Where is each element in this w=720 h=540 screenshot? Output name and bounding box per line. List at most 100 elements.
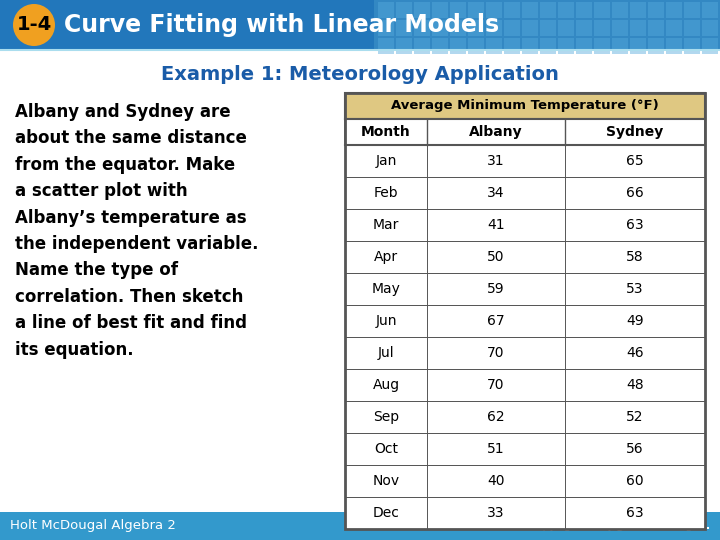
Bar xyxy=(684,2,700,18)
Bar xyxy=(612,20,628,36)
Bar xyxy=(666,2,682,18)
Text: May: May xyxy=(372,282,400,296)
Text: 70: 70 xyxy=(487,378,505,392)
Bar xyxy=(432,38,448,54)
Bar xyxy=(468,2,484,18)
Bar xyxy=(345,209,705,241)
Text: Feb: Feb xyxy=(374,186,398,200)
Bar xyxy=(594,38,610,54)
Bar xyxy=(576,38,592,54)
Bar xyxy=(396,20,412,36)
Bar xyxy=(345,145,705,177)
Bar xyxy=(486,2,502,18)
Bar xyxy=(504,2,520,18)
Bar xyxy=(345,241,705,273)
Text: 62: 62 xyxy=(487,410,505,424)
Bar xyxy=(612,38,628,54)
Bar xyxy=(345,93,705,529)
Bar xyxy=(414,20,430,36)
Text: Albany: Albany xyxy=(469,125,523,139)
Bar xyxy=(702,20,718,36)
Bar xyxy=(378,38,394,54)
Bar xyxy=(450,38,466,54)
Bar xyxy=(576,2,592,18)
Bar xyxy=(374,0,720,50)
Bar xyxy=(432,2,448,18)
Text: 65: 65 xyxy=(626,154,644,168)
Text: Example 1: Meteorology Application: Example 1: Meteorology Application xyxy=(161,65,559,84)
Bar xyxy=(486,20,502,36)
Bar xyxy=(522,38,538,54)
Text: Copyright © by Holt Mc Dougal.: Copyright © by Holt Mc Dougal. xyxy=(528,521,710,531)
Bar xyxy=(612,2,628,18)
Text: 63: 63 xyxy=(626,218,644,232)
Bar xyxy=(540,20,556,36)
Bar xyxy=(345,369,705,401)
Text: 66: 66 xyxy=(626,186,644,200)
Text: 59: 59 xyxy=(487,282,505,296)
Bar xyxy=(0,0,720,50)
Circle shape xyxy=(13,4,55,46)
Text: 48: 48 xyxy=(626,378,644,392)
Bar xyxy=(378,20,394,36)
Text: Albany and Sydney are
about the same distance
from the equator. Make
a scatter p: Albany and Sydney are about the same dis… xyxy=(15,103,258,359)
Text: 1-4: 1-4 xyxy=(17,16,52,35)
Bar xyxy=(345,433,705,465)
Bar xyxy=(450,20,466,36)
Bar xyxy=(684,38,700,54)
Bar xyxy=(345,497,705,529)
Bar xyxy=(630,38,646,54)
Bar xyxy=(648,20,664,36)
Text: 53: 53 xyxy=(626,282,644,296)
Text: 34: 34 xyxy=(487,186,505,200)
Bar xyxy=(558,20,574,36)
Bar xyxy=(630,2,646,18)
Bar xyxy=(684,20,700,36)
Text: Aug: Aug xyxy=(372,378,400,392)
Bar xyxy=(540,38,556,54)
Bar xyxy=(630,20,646,36)
Bar xyxy=(468,38,484,54)
Text: 56: 56 xyxy=(626,442,644,456)
Bar xyxy=(504,20,520,36)
Text: Oct: Oct xyxy=(374,442,398,456)
Text: All Rights Reserved.: All Rights Reserved. xyxy=(425,521,710,531)
Text: 52: 52 xyxy=(626,410,644,424)
Text: Month: Month xyxy=(361,125,411,139)
Text: 60: 60 xyxy=(626,474,644,488)
Bar xyxy=(576,20,592,36)
Text: 46: 46 xyxy=(626,346,644,360)
Text: Jan: Jan xyxy=(375,154,397,168)
Text: Holt McDougal Algebra 2: Holt McDougal Algebra 2 xyxy=(10,519,176,532)
Bar xyxy=(522,20,538,36)
Bar xyxy=(666,20,682,36)
Bar xyxy=(345,401,705,433)
Text: Dec: Dec xyxy=(372,506,400,520)
Bar xyxy=(702,38,718,54)
Text: 50: 50 xyxy=(487,250,505,264)
Bar xyxy=(522,2,538,18)
Bar xyxy=(378,2,394,18)
Bar xyxy=(540,2,556,18)
Bar xyxy=(648,2,664,18)
Bar xyxy=(468,20,484,36)
Bar xyxy=(345,273,705,305)
Bar xyxy=(396,2,412,18)
Text: 49: 49 xyxy=(626,314,644,328)
Text: Jun: Jun xyxy=(375,314,397,328)
Bar xyxy=(396,38,412,54)
Text: 63: 63 xyxy=(626,506,644,520)
Bar xyxy=(345,93,705,119)
Bar xyxy=(414,2,430,18)
Text: Sep: Sep xyxy=(373,410,399,424)
Text: 58: 58 xyxy=(626,250,644,264)
Bar xyxy=(504,38,520,54)
Bar xyxy=(345,305,705,337)
Bar xyxy=(702,2,718,18)
Text: Nov: Nov xyxy=(372,474,400,488)
Bar xyxy=(594,2,610,18)
Text: Mar: Mar xyxy=(373,218,399,232)
Text: 67: 67 xyxy=(487,314,505,328)
Text: 51: 51 xyxy=(487,442,505,456)
Bar xyxy=(594,20,610,36)
